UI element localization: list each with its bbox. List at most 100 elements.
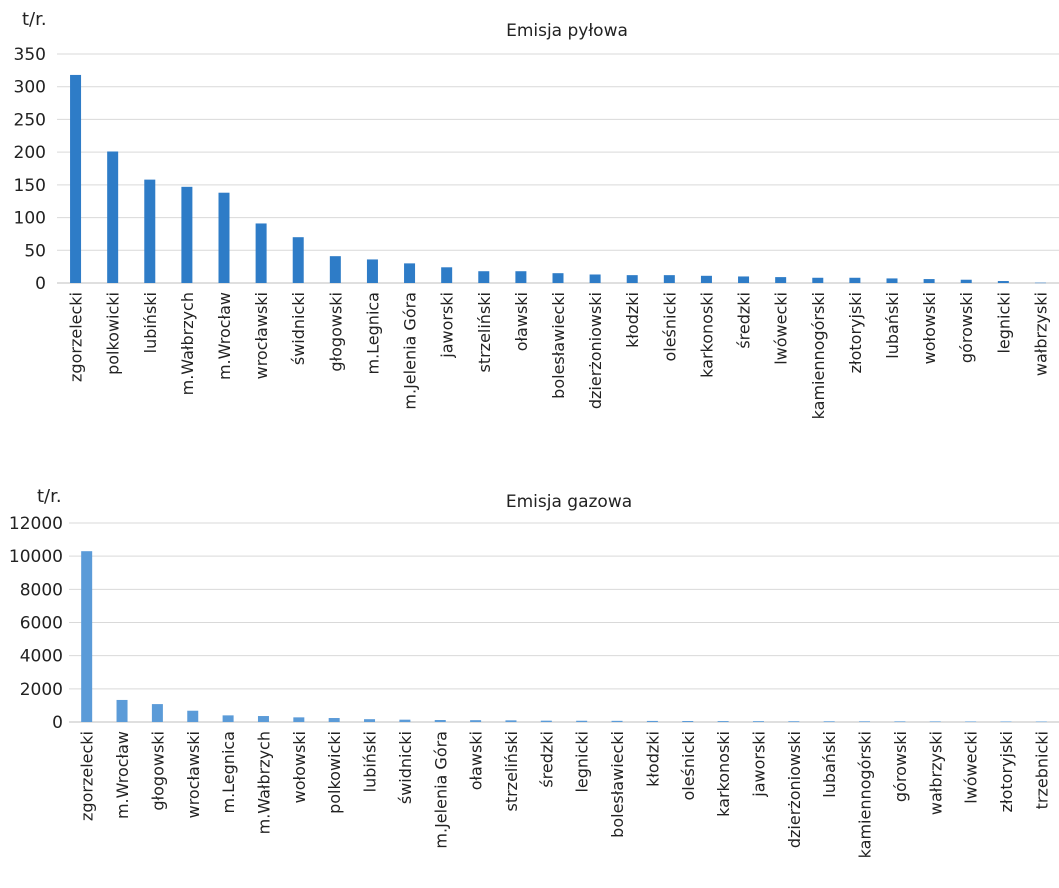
x-category-label: dzierżoniowski [586, 292, 605, 409]
chart-title: Emisja pyłowa [506, 21, 628, 41]
y-tick-label: 50 [24, 241, 46, 261]
x-category-label: polkowicki [325, 731, 344, 814]
y-axis-unit-label: t/r. [22, 9, 47, 30]
x-category-label: karkonoski [697, 292, 716, 378]
x-category-label: wałbrzyski [1031, 292, 1050, 376]
x-category-label: karkonoski [714, 731, 733, 817]
bar [700, 275, 712, 283]
bar [965, 721, 977, 722]
bar [812, 277, 824, 283]
x-category-label: kamiennogórski [856, 731, 875, 858]
x-category-label: zgorzelecki [78, 731, 97, 821]
bar [646, 720, 658, 722]
bar [1035, 721, 1047, 723]
x-category-label: strzeliński [502, 731, 521, 812]
x-category-label: kamiennogórski [809, 292, 828, 419]
x-category-label: m.Jelenia Góra [401, 292, 420, 410]
x-category-label: m.Wrocław [113, 731, 132, 819]
bar [70, 74, 82, 284]
x-category-label: lubiński [361, 731, 380, 792]
bar [611, 720, 623, 722]
y-tick-label: 4000 [20, 647, 63, 667]
bar [218, 192, 230, 283]
bar [255, 223, 267, 283]
y-tick-label: 250 [14, 110, 46, 130]
x-category-label: trzebnicki [1032, 731, 1051, 809]
bar [107, 151, 119, 283]
bar [752, 721, 764, 722]
x-category-label: jaworski [438, 292, 457, 359]
x-category-label: m.Jelenia Góra [431, 731, 450, 849]
y-tick-label: 10000 [9, 547, 63, 567]
bar [663, 275, 675, 283]
x-category-label: złotoryjski [846, 292, 865, 373]
x-category-label: polkowicki [104, 292, 123, 375]
x-category-label: wrocławski [184, 731, 203, 818]
x-category-label: lubański [883, 292, 902, 359]
x-category-label: m.Wałbrzych [254, 731, 273, 834]
x-category-label: m.Legnica [363, 292, 382, 375]
x-category-label: bolesławiecki [608, 731, 627, 838]
y-tick-label: 150 [14, 176, 46, 196]
y-tick-label: 6000 [20, 614, 63, 634]
bar [576, 720, 588, 722]
bar [540, 720, 552, 722]
x-category-label: oławski [467, 731, 486, 790]
bar [293, 717, 305, 722]
x-category-label: świdnicki [289, 292, 308, 365]
bar [894, 721, 906, 722]
bar [328, 718, 340, 722]
x-category-label: lwówecki [772, 292, 791, 365]
x-category-label: wrocławski [252, 292, 271, 379]
x-category-label: kłodzki [643, 731, 662, 787]
x-category-label: górowski [957, 292, 976, 363]
bar [515, 271, 527, 283]
bar [960, 279, 972, 283]
x-category-label: głogowski [148, 731, 167, 811]
y-tick-label: 350 [14, 45, 46, 65]
x-category-label: jaworski [749, 731, 768, 798]
bar [257, 716, 269, 722]
x-category-label: strzeliński [475, 292, 494, 373]
bar [222, 715, 234, 722]
x-category-label: m.Wałbrzych [178, 292, 197, 395]
bar [823, 721, 835, 722]
bar [552, 273, 564, 283]
bar [923, 279, 935, 283]
x-category-label: bolesławiecki [549, 292, 568, 399]
bar [788, 721, 800, 722]
x-category-label: lwówecki [962, 731, 981, 804]
bar [626, 275, 638, 283]
bar [434, 720, 446, 722]
x-category-label: oleśnicki [679, 731, 698, 801]
bar [470, 720, 482, 722]
x-category-label: kłodzki [623, 292, 642, 348]
dust-emission-chart: t/r. Emisja pyłowa 0 50 100 150 200 250 300 350… [14, 9, 1059, 419]
bar [859, 721, 871, 722]
y-tick-label: 100 [14, 209, 46, 229]
x-category-label: lubiński [141, 292, 160, 353]
y-tick-label: 200 [14, 143, 46, 163]
bar [329, 256, 341, 283]
bar [478, 271, 490, 283]
bar [738, 276, 750, 283]
bar [404, 263, 416, 283]
bar [775, 277, 787, 283]
x-category-label: oleśnicki [660, 292, 679, 362]
y-tick-label: 2000 [20, 680, 63, 700]
x-category-label: zgorzelecki [67, 292, 86, 382]
bar [116, 699, 128, 722]
y-tick-label: 300 [14, 78, 46, 98]
chart-title: Emisja gazowa [506, 492, 632, 512]
x-category-label: m.Wrocław [215, 292, 234, 380]
bar [399, 719, 411, 722]
bar [589, 274, 601, 283]
y-tick-label: 12000 [9, 514, 63, 534]
bar [151, 704, 163, 722]
bar [366, 259, 378, 283]
x-category-label: wałbrzyski [926, 731, 945, 815]
bar [997, 281, 1009, 283]
y-tick-label: 8000 [20, 580, 63, 600]
y-tick-label: 0 [35, 274, 46, 294]
